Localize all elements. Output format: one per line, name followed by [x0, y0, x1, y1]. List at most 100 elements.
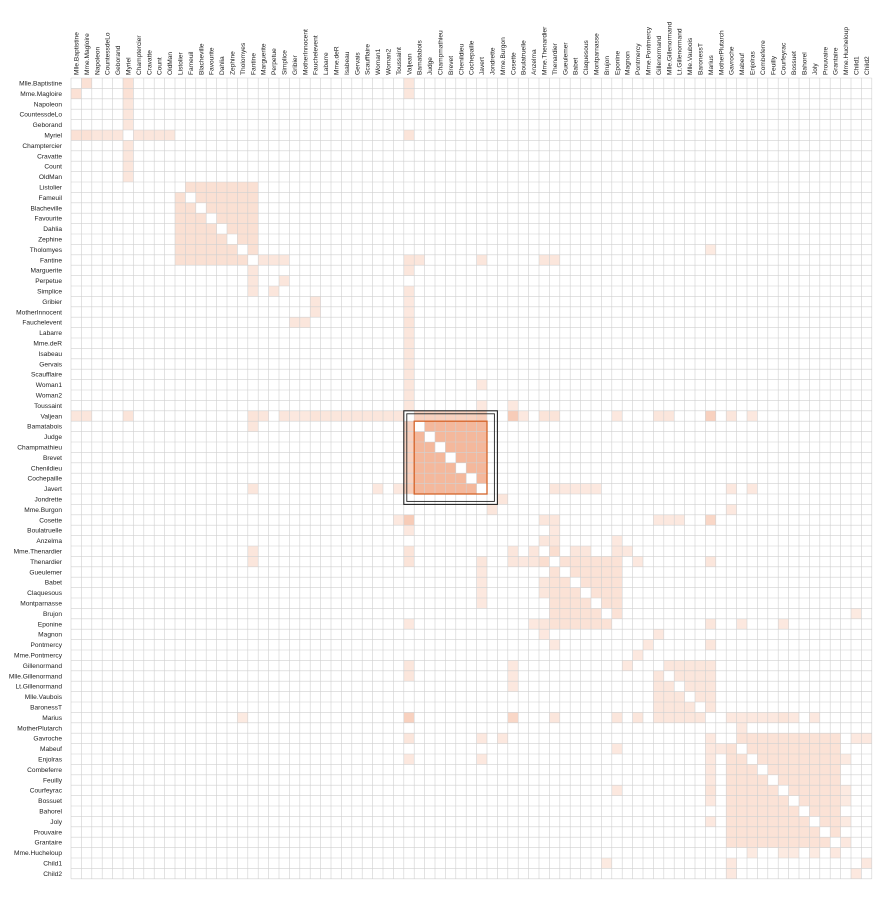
matrix-cell[interactable] [227, 244, 238, 255]
matrix-cell[interactable] [653, 702, 664, 713]
matrix-cell[interactable] [206, 234, 217, 245]
matrix-cell[interactable] [580, 566, 591, 578]
column-label[interactable]: Mme.Magloire [84, 33, 91, 75]
matrix-cell[interactable] [247, 202, 259, 214]
matrix-cell[interactable] [143, 130, 155, 141]
matrix-cell[interactable] [206, 223, 217, 234]
matrix-cell[interactable] [403, 483, 415, 494]
matrix-cell[interactable] [726, 837, 737, 848]
matrix-cell[interactable] [299, 317, 311, 328]
row-label[interactable]: Prouvaire [34, 829, 63, 836]
matrix-cell[interactable] [206, 244, 217, 255]
matrix-cell[interactable] [549, 535, 560, 546]
matrix-cell[interactable] [726, 826, 737, 838]
matrix-cell[interactable] [747, 733, 758, 744]
column-label[interactable]: Scaufflaire [365, 44, 372, 75]
matrix-cell[interactable] [819, 764, 831, 775]
matrix-cell[interactable] [767, 712, 779, 723]
column-label[interactable]: Cravatte [146, 50, 153, 75]
matrix-cell[interactable] [476, 410, 487, 422]
matrix-cell[interactable] [279, 275, 290, 286]
row-label[interactable]: Mme.Pontmercy [14, 653, 63, 660]
matrix-cell[interactable] [695, 660, 706, 671]
matrix-cell[interactable] [726, 712, 737, 723]
matrix-cell[interactable] [549, 254, 560, 266]
matrix-cell[interactable] [549, 566, 560, 578]
matrix-cell[interactable] [705, 816, 716, 827]
matrix-cell[interactable] [123, 140, 134, 151]
matrix-cell[interactable] [445, 483, 456, 494]
matrix-cell[interactable] [757, 806, 768, 817]
row-label[interactable]: Champtercier [22, 143, 62, 150]
matrix-cell[interactable] [237, 712, 248, 723]
matrix-cell[interactable] [466, 410, 477, 422]
matrix-cell[interactable] [539, 629, 550, 640]
row-label[interactable]: Judge [44, 434, 62, 441]
matrix-cell[interactable] [809, 795, 820, 806]
column-label[interactable]: Mlle.Baptistine [74, 32, 81, 75]
row-label[interactable]: Zephine [38, 237, 62, 244]
matrix-cell[interactable] [757, 754, 768, 765]
matrix-cell[interactable] [403, 712, 415, 723]
matrix-cell[interactable] [424, 421, 435, 432]
matrix-cell[interactable] [705, 691, 716, 702]
matrix-cell[interactable] [747, 483, 758, 494]
column-label[interactable]: Tholomyes [240, 42, 247, 75]
column-label[interactable]: Myriel [126, 57, 133, 75]
matrix-cell[interactable] [684, 712, 695, 723]
matrix-cell[interactable] [674, 514, 685, 526]
matrix-cell[interactable] [455, 410, 467, 422]
matrix-cell[interactable] [705, 743, 716, 754]
matrix-cell[interactable] [206, 202, 217, 214]
matrix-cell[interactable] [611, 712, 623, 723]
row-label[interactable]: Fantine [40, 257, 62, 264]
matrix-cell[interactable] [591, 577, 602, 588]
matrix-cell[interactable] [195, 192, 207, 203]
matrix-cell[interactable] [549, 483, 560, 494]
matrix-cell[interactable] [632, 712, 643, 723]
matrix-cell[interactable] [819, 774, 831, 786]
matrix-cell[interactable] [195, 244, 207, 255]
matrix-cell[interactable] [611, 785, 623, 796]
row-label[interactable]: Myriel [44, 133, 62, 140]
matrix-cell[interactable] [653, 514, 664, 526]
matrix-cell[interactable] [403, 514, 415, 526]
row-label[interactable]: Mme.Thenardier [14, 549, 63, 556]
matrix-cell[interactable] [580, 598, 591, 609]
matrix-cell[interactable] [507, 660, 519, 671]
matrix-cell[interactable] [809, 774, 820, 786]
column-label[interactable]: Marguerite [261, 43, 268, 75]
matrix-cell[interactable] [643, 639, 654, 650]
matrix-cell[interactable] [403, 78, 415, 89]
matrix-cell[interactable] [185, 223, 196, 234]
matrix-cell[interactable] [559, 598, 571, 609]
matrix-cell[interactable] [840, 795, 851, 806]
row-label[interactable]: Eponine [38, 621, 63, 628]
matrix-cell[interactable] [663, 702, 675, 713]
matrix-cell[interactable] [591, 608, 602, 619]
matrix-cell[interactable] [851, 608, 862, 619]
matrix-cell[interactable] [570, 598, 581, 609]
matrix-cell[interactable] [799, 795, 810, 806]
matrix-cell[interactable] [809, 847, 820, 858]
column-label[interactable]: Toussaint [396, 47, 403, 75]
matrix-cell[interactable] [778, 795, 789, 806]
matrix-cell[interactable] [757, 733, 768, 744]
matrix-cell[interactable] [445, 431, 456, 442]
matrix-cell[interactable] [580, 546, 591, 557]
matrix-cell[interactable] [788, 743, 799, 754]
matrix-cell[interactable] [507, 556, 519, 567]
column-label[interactable]: CountessdeLo [105, 32, 112, 75]
matrix-cell[interactable] [393, 514, 404, 526]
column-label[interactable]: Cosette [510, 52, 517, 75]
row-label[interactable]: Combeferre [27, 767, 62, 774]
matrix-cell[interactable] [611, 577, 623, 588]
matrix-cell[interactable] [539, 587, 550, 598]
matrix-cell[interactable] [684, 660, 695, 671]
matrix-cell[interactable] [237, 192, 248, 203]
matrix-cell[interactable] [549, 598, 560, 609]
matrix-cell[interactable] [466, 421, 477, 432]
column-label[interactable]: Mme.Burgon [500, 37, 507, 75]
row-label[interactable]: Gavroche [33, 736, 62, 743]
matrix-cell[interactable] [247, 275, 259, 286]
